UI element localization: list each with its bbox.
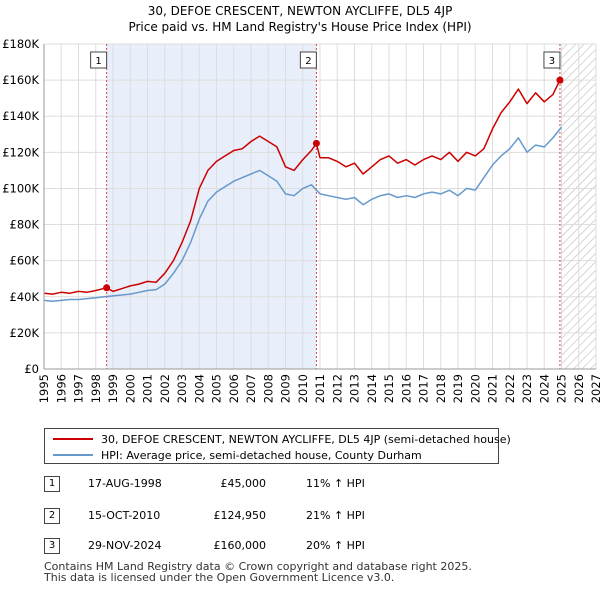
transaction-price: £160,000 xyxy=(213,539,267,552)
y-tick-label: £180K xyxy=(2,37,39,51)
transaction-price: £45,000 xyxy=(220,477,267,490)
x-tick-label: 2017 xyxy=(417,374,431,403)
x-tick-label: 2006 xyxy=(227,374,241,403)
y-tick-label: £120K xyxy=(2,145,39,159)
x-tick-label: 1995 xyxy=(37,374,51,403)
y-tick-label: £60K xyxy=(10,254,40,268)
x-tick-label: 2009 xyxy=(279,374,293,403)
x-tick-label: 2013 xyxy=(348,374,362,403)
chart-title-line1: 30, DEFOE CRESCENT, NEWTON AYCLIFFE, DL5… xyxy=(147,4,453,18)
x-tick-label: 2021 xyxy=(486,374,500,403)
x-tick-label: 2015 xyxy=(382,374,396,403)
x-tick-label: 2020 xyxy=(468,374,482,403)
marker-label-text: 1 xyxy=(95,56,101,67)
x-tick-label: 2011 xyxy=(313,374,327,403)
marker-label-box xyxy=(90,51,108,69)
footer-licence: This data is licensed under the Open Gov… xyxy=(44,571,395,584)
x-tick-label: 2008 xyxy=(261,374,275,403)
chart-legend: 30, DEFOE CRESCENT, NEWTON AYCLIFFE, DL5… xyxy=(44,428,511,464)
x-tick-label: 2010 xyxy=(296,374,310,403)
table-row: 3 29-NOV-2024 £160,000 20% ↑ HPI xyxy=(44,538,444,554)
table-row: 2 15-OCT-2010 £124,950 21% ↑ HPI xyxy=(44,508,444,524)
transaction-hpi-change: 20% ↑ HPI xyxy=(306,539,365,552)
y-tick-label: £160K xyxy=(2,73,39,87)
sale-point-dot xyxy=(312,139,320,147)
footer-copyright: Contains HM Land Registry data © Crown c… xyxy=(44,560,472,573)
x-tick-label: 2003 xyxy=(175,374,189,403)
x-tick-label: 2000 xyxy=(123,374,137,403)
marker-label-text: 3 xyxy=(549,56,555,67)
y-tick-label: £80K xyxy=(10,218,40,232)
price-chart: 1 2 3 £0 £20K £40K £60K £80K £100K £120K £140K £16… xyxy=(2,37,600,403)
legend-item-hpi: HPI: Average price, semi-detached house,… xyxy=(53,447,422,463)
x-tick-label: 2019 xyxy=(451,374,465,403)
transaction-number-badge: 1 xyxy=(44,476,60,492)
x-tick-label: 2024 xyxy=(537,374,551,403)
x-tick-label: 2001 xyxy=(141,374,155,403)
x-tick-label: 2027 xyxy=(589,374,600,403)
legend-swatch-hpi xyxy=(53,454,93,456)
y-tick-label: £100K xyxy=(2,181,39,195)
x-tick-label: 2014 xyxy=(365,374,379,403)
x-tick-label: 2004 xyxy=(192,374,206,403)
x-tick-label: 2023 xyxy=(520,374,534,403)
x-tick-label: 2012 xyxy=(330,374,344,403)
y-tick-label: £40K xyxy=(10,290,40,304)
transaction-price: £124,950 xyxy=(213,509,267,522)
marker-label-text: 2 xyxy=(305,56,311,67)
property-price-line xyxy=(43,79,561,295)
marker-label-box xyxy=(543,51,561,69)
ownership-shaded-region xyxy=(106,44,317,369)
transaction-hpi-change: 11% ↑ HPI xyxy=(306,477,365,490)
transaction-number-badge: 2 xyxy=(44,508,60,524)
x-tick-label: 2018 xyxy=(434,374,448,403)
transaction-hpi-change: 21% ↑ HPI xyxy=(306,509,365,522)
x-tick-label: 1996 xyxy=(54,374,68,403)
transaction-date: 17-AUG-1998 xyxy=(88,477,162,490)
legend-label-property: 30, DEFOE CRESCENT, NEWTON AYCLIFFE, DL5… xyxy=(101,432,511,446)
sale-point-dot xyxy=(103,284,111,292)
y-tick-label: £20K xyxy=(10,326,40,340)
transaction-date: 15-OCT-2010 xyxy=(88,509,161,522)
x-tick-label: 2005 xyxy=(210,374,224,403)
y-tick-label: £140K xyxy=(2,109,39,123)
x-tick-label: 2007 xyxy=(244,374,258,403)
legend-swatch-property xyxy=(53,438,93,440)
y-tick-label: £0 xyxy=(24,362,39,376)
chart-title-line2: Price paid vs. HM Land Registry's House … xyxy=(128,20,472,34)
x-tick-label: 2022 xyxy=(503,374,517,403)
transaction-number-badge: 3 xyxy=(44,538,60,554)
marker-label-box xyxy=(299,51,317,69)
x-tick-label: 2016 xyxy=(399,374,413,403)
sale-point-dot xyxy=(556,76,564,84)
x-tick-label: 1997 xyxy=(72,374,86,403)
x-tick-label: 2025 xyxy=(555,374,569,403)
transaction-date: 29-NOV-2024 xyxy=(88,539,162,552)
x-tick-label: 1999 xyxy=(106,374,120,403)
x-tick-label: 2002 xyxy=(158,374,172,403)
x-tick-label: 2026 xyxy=(572,374,586,403)
legend-item-property: 30, DEFOE CRESCENT, NEWTON AYCLIFFE, DL5… xyxy=(53,431,511,447)
x-tick-label: 1998 xyxy=(89,374,103,403)
legend-label-hpi: HPI: Average price, semi-detached house,… xyxy=(101,448,422,462)
hpi-line xyxy=(43,126,563,303)
table-row: 1 17-AUG-1998 £45,000 11% ↑ HPI xyxy=(44,476,444,492)
